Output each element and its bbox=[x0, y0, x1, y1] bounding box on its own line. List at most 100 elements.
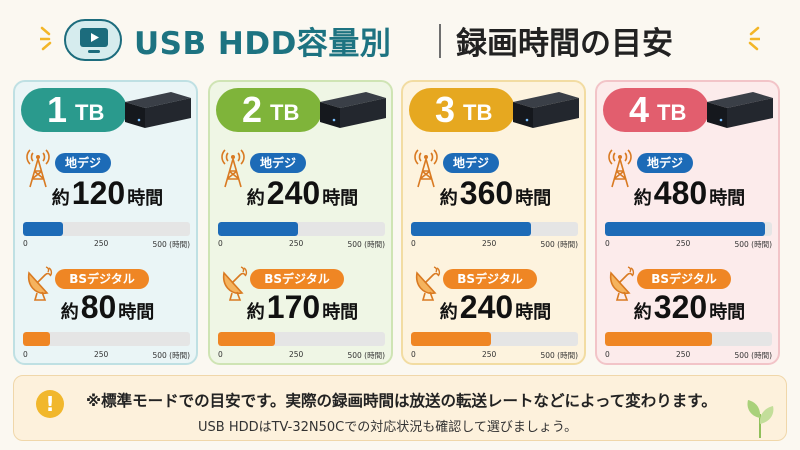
hours-unit: 時間 bbox=[322, 188, 359, 209]
hdd-icon bbox=[513, 92, 579, 128]
terrestrial-hours: 240 bbox=[266, 175, 321, 211]
tick-label: 0 bbox=[218, 239, 223, 248]
terrestrial-recording-time: 約480 時間 bbox=[597, 175, 782, 212]
bs-bar bbox=[218, 332, 275, 346]
capacity-unit: TB bbox=[75, 100, 105, 125]
bs-bar-track bbox=[605, 332, 772, 346]
bs-recording-time: 約80 時間 bbox=[15, 289, 200, 326]
tv-badge bbox=[64, 19, 122, 61]
capacity-number: 4 bbox=[629, 89, 650, 130]
tick-label: 0 bbox=[411, 350, 416, 359]
tick-label: 0 bbox=[23, 350, 28, 359]
capacity-unit: TB bbox=[463, 100, 493, 125]
tick-label: 250 bbox=[289, 239, 304, 248]
tv-icon bbox=[80, 28, 108, 53]
notice-line-1: ※標準モードでの目安です。実際の録画時間は放送の転送レートなどによって変わります… bbox=[86, 392, 717, 410]
sprout-icon bbox=[747, 400, 774, 438]
tick-label: 0 bbox=[411, 239, 416, 248]
terrestrial-bar-track bbox=[411, 222, 578, 236]
tick-label: 0 bbox=[605, 350, 610, 359]
bs-axis: 0 250 500 (時間) bbox=[605, 350, 772, 362]
terrestrial-axis: 0 250 500 (時間) bbox=[411, 239, 578, 251]
tick-label: 500 (時間) bbox=[734, 351, 772, 360]
title-divider bbox=[439, 24, 441, 58]
bs-hours: 240 bbox=[459, 289, 514, 325]
hdd-icon bbox=[125, 92, 191, 128]
tick-label: 500 (時間) bbox=[540, 240, 578, 249]
terrestrial-tag: 地デジ bbox=[637, 153, 693, 173]
capacity-card: 2 TB 地デジ 約240 時間 0 250 500 (時間) BSデジタル 約170 時間 0 250… bbox=[208, 80, 393, 365]
exclamation-icon: ! bbox=[36, 390, 64, 418]
bs-recording-time: 約170 時間 bbox=[210, 289, 395, 326]
bs-bar bbox=[411, 332, 492, 346]
terrestrial-bar bbox=[23, 222, 64, 236]
capacity-number: 1 bbox=[47, 89, 68, 130]
bs-axis: 0 250 500 (時間) bbox=[411, 350, 578, 362]
tick-label: 250 bbox=[482, 239, 497, 248]
bs-tag: BSデジタル bbox=[250, 269, 344, 289]
terrestrial-tag: 地デジ bbox=[55, 153, 111, 173]
capacity-pill: 1 TB bbox=[21, 88, 127, 132]
approx-label: 約 bbox=[246, 188, 265, 209]
bs-bar-track bbox=[411, 332, 578, 346]
bs-hours: 170 bbox=[266, 289, 321, 325]
bs-axis: 0 250 500 (時間) bbox=[23, 350, 190, 362]
terrestrial-bar bbox=[218, 222, 299, 236]
terrestrial-recording-time: 約120 時間 bbox=[15, 175, 200, 212]
antenna-tower-icon bbox=[608, 149, 632, 188]
antenna-tower-icon bbox=[414, 149, 438, 188]
satellite-dish-icon bbox=[222, 266, 248, 301]
terrestrial-bar-track bbox=[218, 222, 385, 236]
notice-line-2: USB HDDはTV-32N50Cでの対応状況も確認して選びましょう。 bbox=[198, 420, 578, 435]
terrestrial-tag: 地デジ bbox=[443, 153, 499, 173]
tick-label: 0 bbox=[218, 350, 223, 359]
tick-label: 250 bbox=[482, 350, 497, 359]
satellite-dish-icon bbox=[415, 266, 441, 301]
capacity-unit: TB bbox=[270, 100, 300, 125]
tick-label: 0 bbox=[23, 239, 28, 248]
tick-label: 500 (時間) bbox=[347, 240, 385, 249]
sparkle-icon bbox=[40, 26, 52, 51]
capacity-pill: 2 TB bbox=[216, 88, 322, 132]
tick-label: 250 bbox=[289, 350, 304, 359]
capacity-unit: TB bbox=[657, 100, 687, 125]
bs-tag: BSデジタル bbox=[443, 269, 537, 289]
terrestrial-hours: 120 bbox=[71, 175, 126, 211]
hours-unit: 時間 bbox=[322, 302, 359, 323]
bs-recording-time: 約320 時間 bbox=[597, 289, 782, 326]
tick-label: 500 (時間) bbox=[152, 351, 190, 360]
title-right: 録画時間の目安 bbox=[456, 26, 673, 62]
approx-label: 約 bbox=[246, 302, 265, 323]
capacity-card: 1 TB 地デジ 約120 時間 0 250 500 (時間) BSデジタル 約80 時間 0 250 5… bbox=[13, 80, 198, 365]
bs-recording-time: 約240 時間 bbox=[403, 289, 588, 326]
hours-unit: 時間 bbox=[515, 302, 552, 323]
bs-tag: BSデジタル bbox=[637, 269, 731, 289]
sparkle-icon bbox=[748, 26, 760, 51]
satellite-dish-icon bbox=[27, 266, 53, 301]
bs-bar-track bbox=[23, 332, 190, 346]
capacity-pill: 3 TB bbox=[409, 88, 515, 132]
hdd-icon bbox=[707, 92, 773, 128]
tick-label: 250 bbox=[676, 239, 691, 248]
tick-label: 250 bbox=[676, 350, 691, 359]
terrestrial-axis: 0 250 500 (時間) bbox=[605, 239, 772, 251]
capacity-number: 2 bbox=[242, 89, 263, 130]
hdd-icon bbox=[320, 92, 386, 128]
tick-label: 500 (時間) bbox=[347, 351, 385, 360]
terrestrial-bar bbox=[411, 222, 532, 236]
header: USB HDD容量別 録画時間の目安 bbox=[0, 0, 800, 78]
bs-bar bbox=[23, 332, 50, 346]
terrestrial-recording-time: 約360 時間 bbox=[403, 175, 588, 212]
bs-bar-track bbox=[218, 332, 385, 346]
tick-label: 250 bbox=[94, 350, 109, 359]
approx-label: 約 bbox=[439, 302, 458, 323]
bs-tag: BSデジタル bbox=[55, 269, 149, 289]
approx-label: 約 bbox=[633, 302, 652, 323]
approx-label: 約 bbox=[439, 188, 458, 209]
bs-axis: 0 250 500 (時間) bbox=[218, 350, 385, 362]
hours-unit: 時間 bbox=[709, 302, 746, 323]
satellite-dish-icon bbox=[609, 266, 635, 301]
bs-hours: 80 bbox=[80, 289, 117, 325]
capacity-pill: 4 TB bbox=[603, 88, 709, 132]
tick-label: 500 (時間) bbox=[540, 351, 578, 360]
